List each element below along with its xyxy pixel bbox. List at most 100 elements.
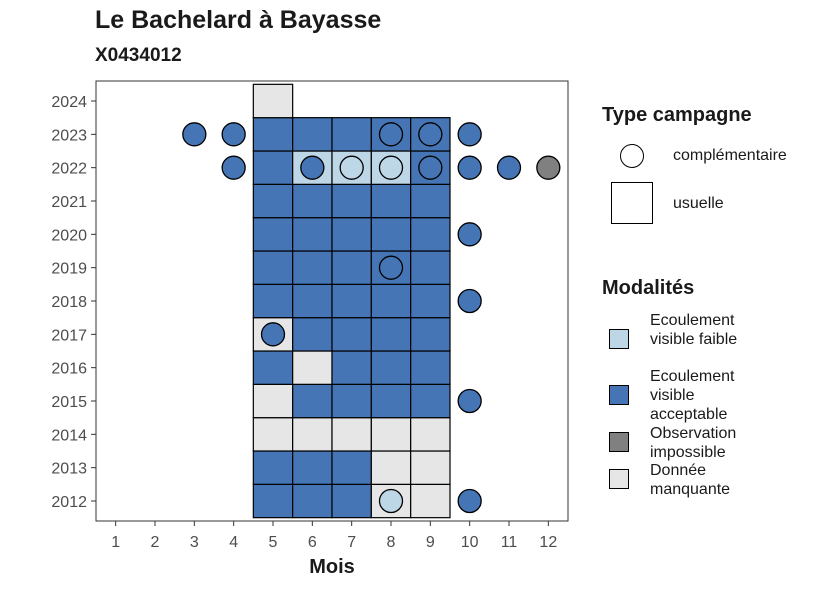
y-tick-label: 2020: [51, 227, 87, 244]
x-tick-label: 10: [461, 534, 479, 551]
chart-subtitle: X0434012: [95, 45, 182, 66]
heatmap-cell: [331, 417, 372, 452]
x-tick-label: 4: [229, 534, 238, 551]
y-tick-label: 2019: [51, 261, 87, 278]
campaign-point: [260, 322, 286, 347]
heatmap-cell: [292, 117, 333, 152]
heatmap-cell: [410, 283, 451, 319]
legend-key-ecoulement-acceptable: [609, 385, 629, 405]
x-tick-label: 8: [387, 534, 396, 551]
heatmap-cell: [252, 483, 294, 519]
heatmap-cell: [292, 283, 333, 319]
heatmap-cell: [331, 383, 372, 419]
heatmap-cell: [410, 250, 451, 285]
x-tick-label: 5: [269, 534, 278, 551]
chart-title: Le Bachelard à Bayasse: [95, 6, 382, 34]
heatmap-cell: [331, 317, 372, 352]
campaign-point: [457, 122, 482, 147]
heatmap-cell: [410, 317, 451, 352]
heatmap-cell: [292, 317, 333, 352]
y-tick-label: 2017: [51, 327, 87, 344]
x-tick-label: 11: [501, 534, 518, 551]
legend-label-observation-impossible: Observation impossible: [650, 425, 737, 461]
heatmap-cell: [410, 350, 451, 385]
heatmap-cell: [331, 483, 372, 519]
x-tick-label: 3: [190, 534, 199, 551]
heatmap-cell: [252, 150, 294, 185]
y-tick-label: 2018: [51, 294, 87, 311]
legend-circle-icon: [620, 144, 644, 168]
campaign-point: [457, 155, 482, 180]
legend-square-icon: [611, 182, 653, 224]
campaign-point: [418, 122, 443, 147]
heatmap-cell: [292, 450, 333, 485]
heatmap-cell: [370, 283, 412, 319]
heatmap-cell: [252, 450, 294, 485]
y-tick-label: 2015: [51, 394, 87, 411]
campaign-point: [300, 155, 325, 180]
legend-type-title: Type campagne: [602, 104, 752, 126]
legend-key-donnee-manquante: [609, 469, 629, 489]
heatmap-cell: [331, 283, 372, 319]
heatmap-cell: [292, 250, 333, 285]
heatmap-cell: [331, 117, 372, 152]
heatmap-cell: [410, 417, 451, 452]
legend-modalites-title: Modalités: [602, 277, 695, 299]
campaign-point: [536, 155, 561, 180]
heatmap-cell: [292, 217, 333, 252]
legend-type-label-complementaire: complémentaire: [673, 147, 787, 164]
campaign-point: [339, 155, 364, 180]
x-tick-label: 7: [347, 534, 356, 551]
heatmap-cell: [252, 117, 294, 152]
x-tick-label: 1: [111, 534, 120, 551]
y-tick-label: 2013: [51, 461, 87, 478]
legend-label-ecoulement-acceptable: Ecoulement visible acceptable: [650, 368, 735, 423]
x-tick-label: 6: [308, 534, 317, 551]
campaign-point: [221, 122, 246, 147]
y-tick-label: 2024: [51, 94, 87, 111]
heatmap-cell: [410, 183, 451, 219]
y-tick-label: 2016: [51, 361, 87, 378]
legend-label-ecoulement-faible: Ecoulement visible faible: [650, 312, 738, 348]
heatmap-cell: [252, 83, 294, 119]
campaign-point: [457, 388, 482, 414]
heatmap-cell: [292, 350, 333, 385]
heatmap-cell: [410, 450, 451, 485]
campaign-point: [457, 288, 482, 314]
heatmap-cell: [252, 383, 294, 419]
legend-label-donnee-manquante: Donnée manquante: [650, 462, 731, 498]
heatmap-cell: [370, 317, 412, 352]
heatmap-cell: [292, 183, 333, 219]
y-tick-label: 2022: [51, 161, 87, 178]
campaign-point: [378, 122, 404, 147]
campaign-point: [378, 255, 404, 280]
heatmap-cell: [370, 183, 412, 219]
x-tick-label: 12: [539, 534, 557, 551]
heatmap-cell: [252, 283, 294, 319]
campaign-point: [457, 222, 482, 247]
heatmap-cell: [252, 417, 294, 452]
heatmap-cell: [331, 250, 372, 285]
legend-key-observation-impossible: [609, 432, 629, 452]
legend-key-ecoulement-faible: [609, 329, 629, 349]
campaign-point: [378, 155, 404, 180]
y-tick-label: 2023: [51, 127, 87, 144]
heatmap-cell: [331, 450, 372, 485]
heatmap-cell: [370, 417, 412, 452]
heatmap-cell: [331, 183, 372, 219]
heatmap-cell: [331, 217, 372, 252]
heatmap-cell: [370, 383, 412, 419]
heatmap-cell: [331, 350, 372, 385]
heatmap-cell: [370, 450, 412, 485]
heatmap-cell: [252, 183, 294, 219]
campaign-point: [182, 122, 207, 147]
heatmap-cell: [252, 350, 294, 385]
campaign-point: [418, 155, 443, 180]
y-tick-label: 2021: [51, 194, 87, 211]
campaign-point: [496, 155, 522, 180]
heatmap-cell: [252, 217, 294, 252]
campaign-point: [378, 488, 404, 514]
campaign-point: [457, 488, 482, 514]
heatmap-cell: [370, 217, 412, 252]
heatmap-cell: [292, 383, 333, 419]
